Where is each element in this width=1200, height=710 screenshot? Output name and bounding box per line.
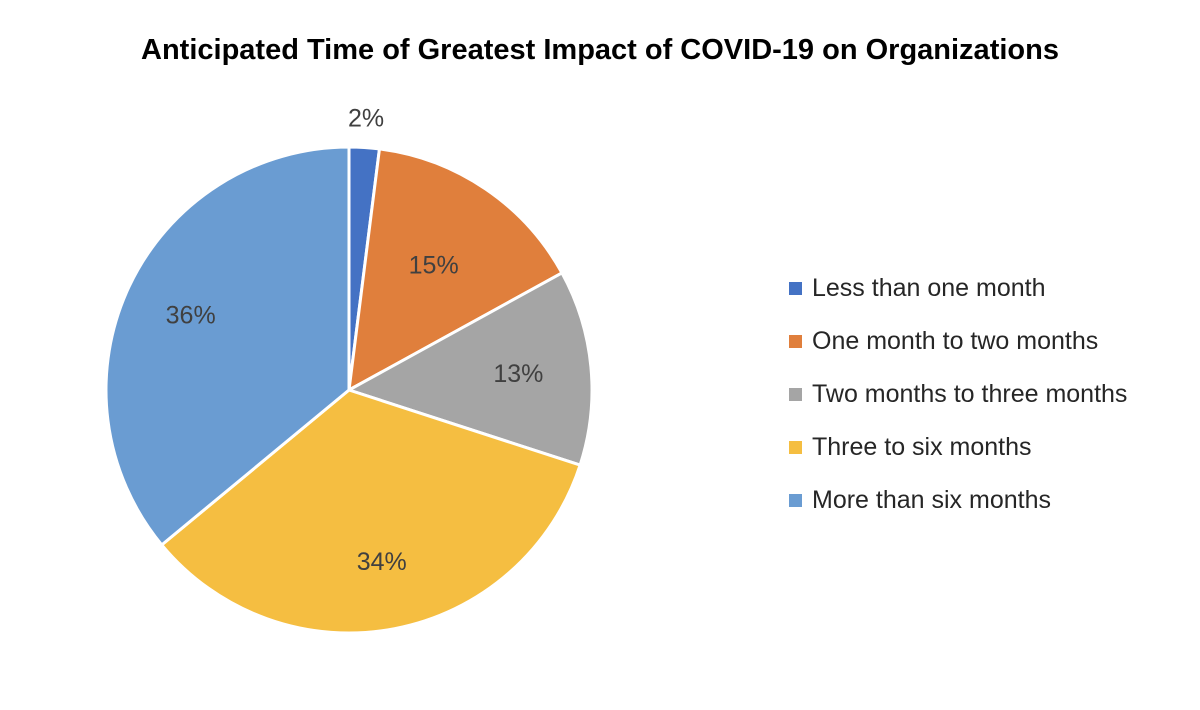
legend-item-less-than-one-month: Less than one month <box>789 262 1127 315</box>
data-label-one-month-to-two-months: 15% <box>409 251 459 279</box>
legend-item-more-than-six-months: More than six months <box>789 474 1127 527</box>
data-label-more-than-six-months: 36% <box>166 302 216 330</box>
legend-label: Three to six months <box>812 433 1032 461</box>
legend-swatch-icon <box>789 282 802 295</box>
pie-labels: 2% 15% 13% 34% 36% <box>166 104 544 575</box>
legend-label: One month to two months <box>812 327 1099 355</box>
data-label-less-than-one-month: 2% <box>348 104 384 132</box>
legend-item-one-month-to-two-months: One month to two months <box>789 315 1127 368</box>
legend-item-three-to-six-months: Three to six months <box>789 421 1127 474</box>
legend-item-two-months-to-three-months: Two months to three months <box>789 368 1127 421</box>
chart-title: Anticipated Time of Greatest Impact of C… <box>141 34 1059 66</box>
legend-swatch-icon <box>789 494 802 507</box>
legend-swatch-icon <box>789 335 802 348</box>
legend-swatch-icon <box>789 441 802 454</box>
data-label-three-to-six-months: 34% <box>357 548 407 576</box>
legend-label: Two months to three months <box>812 380 1128 408</box>
pie-slice-more-than-six-months <box>104 145 351 547</box>
legend-label: Less than one month <box>812 274 1046 302</box>
pie-slice-three-to-six-months <box>160 388 582 635</box>
pie-slices <box>104 145 594 635</box>
legend-swatch-icon <box>789 388 802 401</box>
legend: Less than one month One month to two mont… <box>789 262 1127 527</box>
pie-slice-two-months-to-three-months <box>347 271 594 467</box>
pie-slice-one-month-to-two-months <box>347 147 564 392</box>
data-label-two-months-to-three-months: 13% <box>493 360 543 388</box>
legend-label: More than six months <box>812 486 1051 514</box>
